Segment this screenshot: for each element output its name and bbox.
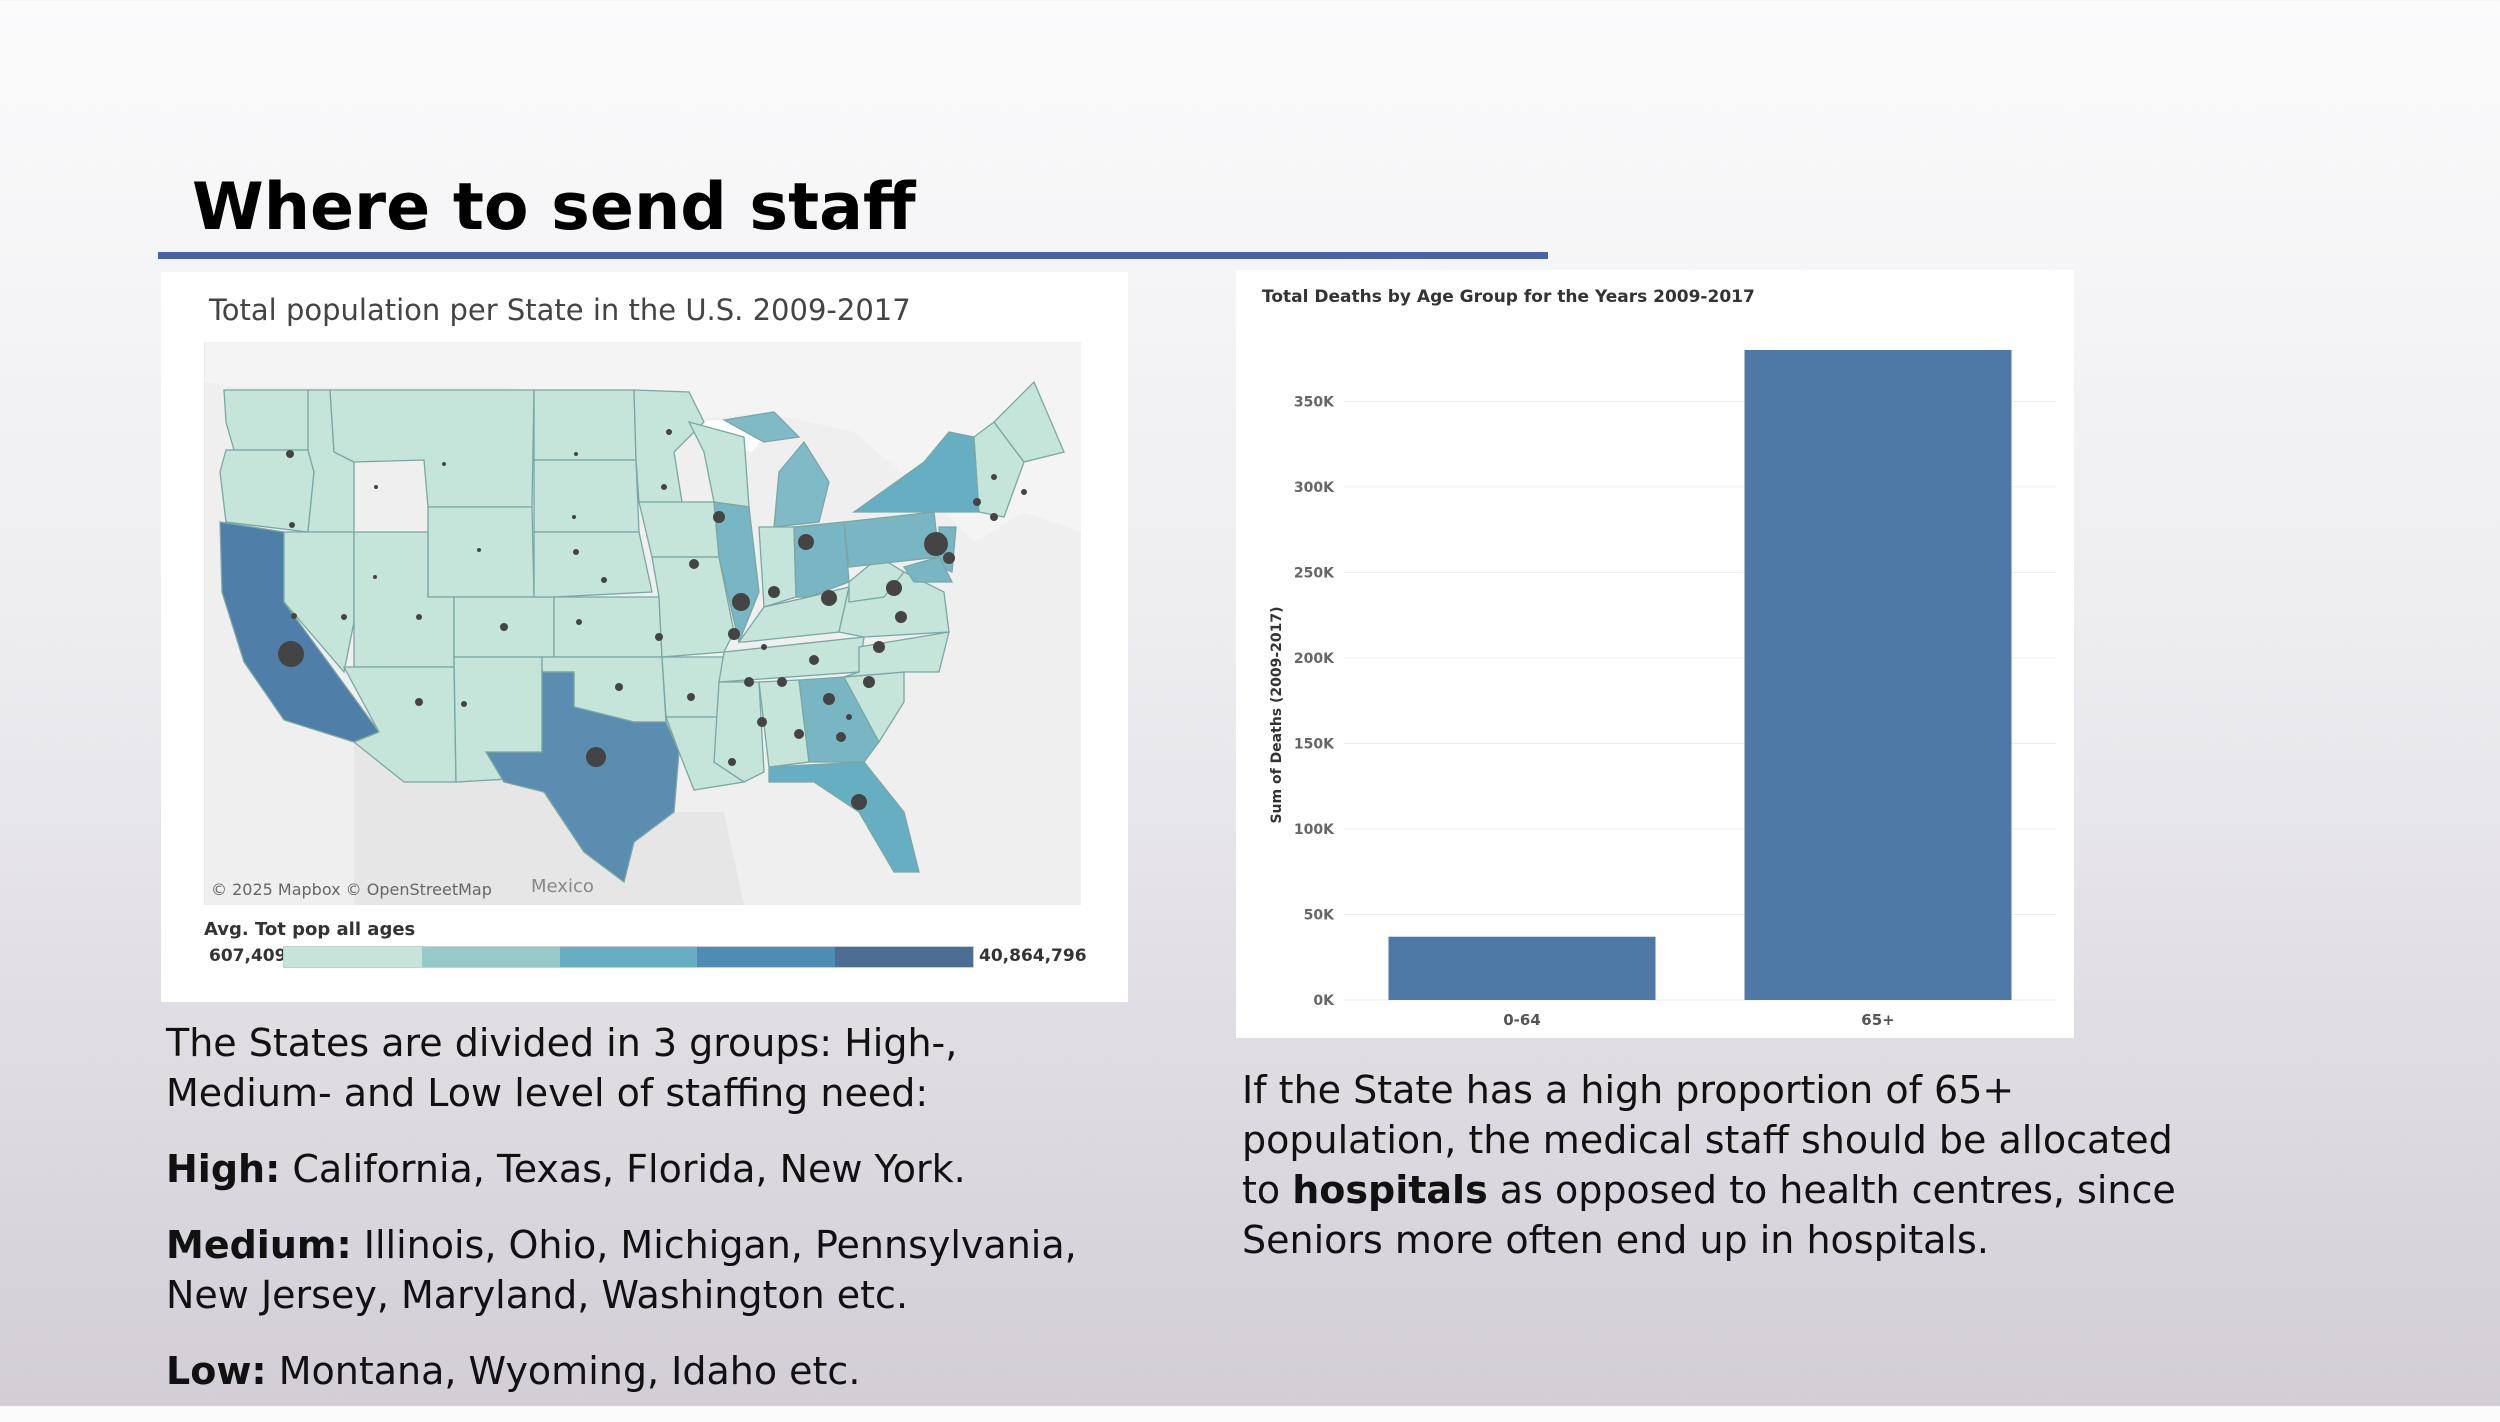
group-high-label: High:	[166, 1147, 281, 1191]
y-tick-label: 150K	[1294, 736, 1335, 752]
group-high-states: California, Texas, Florida, New York.	[280, 1147, 966, 1191]
ramp-step	[559, 947, 698, 967]
legend-max-value: 40,864,796	[979, 946, 1087, 966]
allocation-text-bold: hospitals	[1292, 1168, 1488, 1212]
group-low: Low: Montana, Wyoming, Idaho etc.	[166, 1346, 1126, 1396]
y-tick-label: 100K	[1294, 822, 1335, 838]
staffing-groups-text: The States are divided in 3 groups: High…	[166, 1018, 1126, 1422]
bar-65+	[1744, 350, 2012, 1000]
y-axis-label: Sum of Deaths (2009-2017)	[1269, 606, 1285, 823]
group-low-states: Montana, Wyoming, Idaho etc.	[266, 1349, 861, 1393]
ramp-step	[697, 947, 836, 967]
us-map-graphic	[204, 342, 1081, 905]
title-underline	[158, 252, 1548, 259]
deaths-bar-chart[interactable]: Total Deaths by Age Group for the Years …	[1236, 270, 2074, 1038]
legend-min-value: 607,409	[209, 946, 287, 966]
y-tick-label: 250K	[1294, 565, 1335, 581]
population-dots	[278, 429, 1027, 810]
ramp-step	[284, 947, 422, 967]
legend-color-ramp	[283, 946, 974, 968]
allocation-text-part1: If the State has a high proportion of 65…	[1242, 1068, 2173, 1212]
y-tick-label: 50K	[1304, 907, 1335, 923]
us-choropleth-map[interactable]: © 2025 Mapbox © OpenStreetMap Mexico	[204, 342, 1081, 905]
y-tick-label: 0K	[1313, 993, 1335, 1009]
y-tick-label: 200K	[1294, 651, 1335, 667]
group-high: High: California, Texas, Florida, New Yo…	[166, 1144, 1126, 1194]
ramp-step	[835, 947, 973, 967]
map-title: Total population per State in the U.S. 2…	[209, 293, 911, 327]
x-tick-label: 0-64	[1503, 1011, 1541, 1029]
deaths-bar-chart-panel: Total Deaths by Age Group for the Years …	[1236, 270, 2074, 1038]
group-medium-states: Illinois, Ohio, Michigan, Pennsylvania, …	[166, 1223, 1077, 1317]
map-attribution: © 2025 Mapbox © OpenStreetMap	[211, 880, 492, 899]
map-label-mexico: Mexico	[531, 876, 594, 897]
allocation-text-part2: as opposed to health centres, since Seni…	[1242, 1168, 2176, 1262]
slide-title: Where to send staff	[192, 170, 916, 245]
groups-intro: The States are divided in 3 groups: High…	[166, 1021, 958, 1115]
ramp-step	[421, 947, 560, 967]
y-tick-label: 350K	[1294, 394, 1335, 410]
bar-0-64	[1388, 936, 1656, 1000]
chart-title: Total Deaths by Age Group for the Years …	[1262, 287, 1755, 307]
x-tick-label: 65+	[1861, 1011, 1894, 1029]
group-medium-label: Medium:	[166, 1223, 352, 1267]
y-tick-label: 300K	[1294, 480, 1335, 496]
population-map-panel: Total population per State in the U.S. 2…	[161, 272, 1128, 1002]
group-medium: Medium: Illinois, Ohio, Michigan, Pennsy…	[166, 1220, 1126, 1320]
allocation-text: If the State has a high proportion of 65…	[1242, 1065, 2202, 1265]
legend-title: Avg. Tot pop all ages	[204, 919, 416, 940]
group-low-label: Low:	[166, 1349, 267, 1393]
